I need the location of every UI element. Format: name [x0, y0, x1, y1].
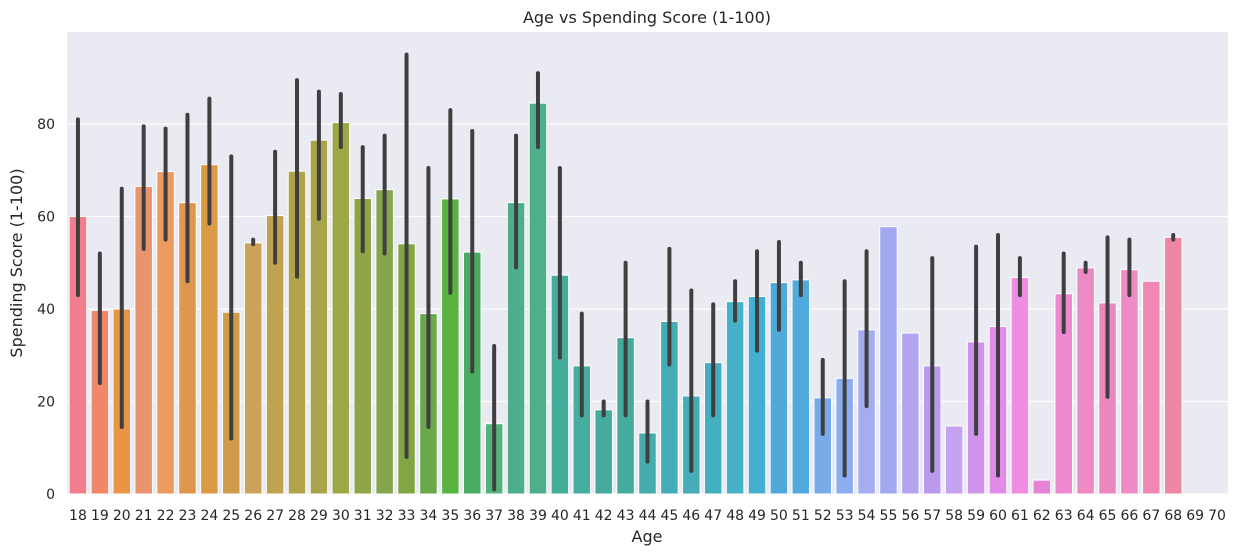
y-tick-label: 0 — [46, 487, 55, 503]
x-tick-label: 47 — [704, 508, 722, 524]
x-tick-label: 63 — [1055, 508, 1073, 524]
bar-age-66 — [1121, 270, 1139, 494]
y-tick-label: 40 — [37, 302, 55, 318]
x-tick-label: 52 — [814, 508, 832, 524]
x-tick-label: 24 — [200, 508, 218, 524]
x-tick-label: 57 — [923, 508, 941, 524]
bar-age-68 — [1164, 237, 1182, 494]
x-tick-label: 60 — [989, 508, 1007, 524]
x-tick-label: 51 — [792, 508, 810, 524]
x-tick-label: 32 — [376, 508, 394, 524]
x-tick-label: 54 — [858, 508, 876, 524]
y-tick-label: 20 — [37, 395, 55, 411]
bar-age-51 — [792, 280, 810, 494]
bar-age-64 — [1077, 268, 1095, 494]
bar-age-30 — [332, 123, 350, 494]
x-tick-label: 27 — [266, 508, 284, 524]
x-tick-label: 65 — [1099, 508, 1117, 524]
x-tick-label: 62 — [1033, 508, 1051, 524]
x-tick-label: 64 — [1077, 508, 1095, 524]
x-tick-label: 70 — [1208, 508, 1226, 524]
x-tick-label: 48 — [726, 508, 744, 524]
bar-age-55 — [880, 227, 898, 494]
x-tick-label: 31 — [354, 508, 372, 524]
x-tick-label: 26 — [244, 508, 262, 524]
x-tick-label: 22 — [157, 508, 175, 524]
x-tick-label: 56 — [901, 508, 919, 524]
x-tick-label: 21 — [135, 508, 153, 524]
x-tick-label: 33 — [398, 508, 416, 524]
x-tick-label: 40 — [551, 508, 569, 524]
x-tick-label: 41 — [573, 508, 591, 524]
x-tick-label: 19 — [91, 508, 109, 524]
x-tick-label: 61 — [1011, 508, 1029, 524]
x-tick-label: 35 — [441, 508, 459, 524]
x-tick-label: 34 — [420, 508, 438, 524]
x-tick-label: 30 — [332, 508, 350, 524]
x-tick-label: 42 — [595, 508, 613, 524]
x-tick-label: 49 — [748, 508, 766, 524]
x-tick-label: 50 — [770, 508, 788, 524]
x-tick-label: 25 — [222, 508, 240, 524]
x-tick-label: 55 — [880, 508, 898, 524]
x-tick-label: 29 — [310, 508, 328, 524]
x-tick-label: 39 — [529, 508, 547, 524]
x-tick-label: 28 — [288, 508, 306, 524]
x-tick-label: 45 — [660, 508, 678, 524]
bar-age-42 — [595, 410, 613, 494]
y-tick-label: 60 — [37, 210, 55, 226]
bar-age-39 — [529, 103, 547, 494]
x-tick-label: 37 — [485, 508, 503, 524]
x-tick-label: 44 — [639, 508, 657, 524]
bar-age-48 — [726, 302, 744, 494]
x-tick-label: 67 — [1142, 508, 1160, 524]
x-tick-label: 18 — [69, 508, 87, 524]
x-tick-label: 38 — [507, 508, 525, 524]
x-tick-label: 36 — [463, 508, 481, 524]
x-tick-label: 23 — [179, 508, 197, 524]
bar-age-62 — [1033, 480, 1051, 494]
x-axis-ticks: 18 19 20 21 22 23 24 25 26 27 28 29 30 31 32 33 34 35 36 37… — [69, 508, 1226, 524]
x-tick-label: 69 — [1186, 508, 1204, 524]
x-tick-label: 53 — [836, 508, 854, 524]
chart-title: Age vs Spending Score (1-100) — [523, 8, 771, 27]
x-tick-label: 58 — [945, 508, 963, 524]
y-axis-label: Spending Score (1-100) — [7, 168, 26, 357]
bar-age-56 — [902, 333, 920, 494]
x-axis-label: Age — [632, 527, 663, 546]
bar-age-61 — [1011, 278, 1029, 494]
x-tick-label: 46 — [682, 508, 700, 524]
y-tick-label: 80 — [37, 117, 55, 133]
y-axis-ticks: 0 20 40 60 80 — [37, 117, 55, 503]
x-tick-label: 43 — [617, 508, 635, 524]
x-tick-label: 20 — [113, 508, 131, 524]
x-tick-label: 68 — [1164, 508, 1182, 524]
bar-age-26 — [244, 243, 262, 494]
bar-age-67 — [1143, 281, 1161, 494]
x-tick-label: 66 — [1121, 508, 1139, 524]
bar-age-58 — [945, 426, 963, 494]
x-tick-label: 59 — [967, 508, 985, 524]
